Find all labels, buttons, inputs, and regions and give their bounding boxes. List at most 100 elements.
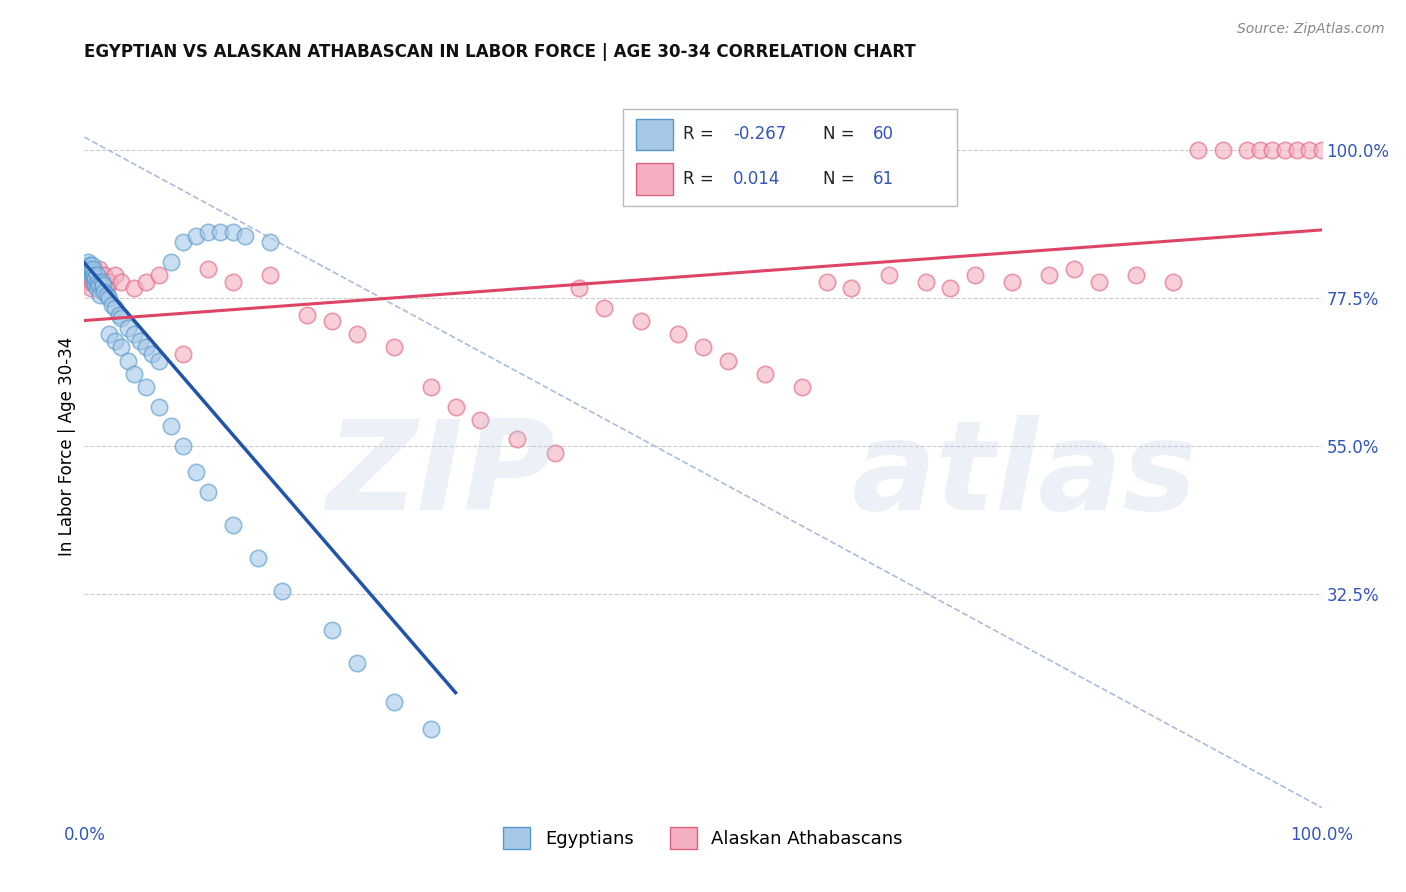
- Point: [135, 380, 157, 394]
- Point: [104, 268, 127, 282]
- Point: [1161, 275, 1184, 289]
- Point: [104, 334, 127, 348]
- Point: [172, 439, 194, 453]
- Point: [222, 226, 245, 240]
- Point: [197, 485, 219, 500]
- Point: [110, 275, 132, 289]
- Point: [184, 228, 207, 243]
- Point: [117, 320, 139, 334]
- Point: [91, 277, 114, 292]
- Point: [79, 281, 101, 295]
- Point: [96, 281, 118, 295]
- Point: [197, 226, 219, 240]
- Point: [98, 275, 121, 289]
- Point: [1236, 143, 1258, 157]
- Point: [1063, 261, 1085, 276]
- Point: [382, 340, 405, 354]
- Point: [939, 281, 962, 295]
- Point: [86, 281, 108, 295]
- Point: [815, 275, 838, 289]
- Point: [104, 301, 127, 315]
- Point: [135, 340, 157, 354]
- Point: [382, 695, 405, 709]
- Point: [630, 314, 652, 328]
- Text: atlas: atlas: [852, 416, 1198, 536]
- Point: [1187, 143, 1209, 157]
- Point: [77, 275, 100, 289]
- Point: [83, 275, 105, 289]
- Point: [568, 281, 591, 295]
- Point: [79, 261, 101, 276]
- Point: [98, 291, 121, 305]
- Y-axis label: In Labor Force | Age 30-34: In Labor Force | Age 30-34: [58, 336, 76, 556]
- Point: [83, 261, 105, 276]
- Point: [543, 445, 565, 459]
- Point: [98, 327, 121, 342]
- Point: [82, 268, 104, 282]
- Point: [122, 281, 145, 295]
- Point: [717, 353, 740, 368]
- Point: [1285, 143, 1308, 157]
- Point: [84, 277, 107, 292]
- Text: ZIP: ZIP: [326, 416, 554, 536]
- Point: [1249, 143, 1271, 157]
- Point: [259, 268, 281, 282]
- Point: [1261, 143, 1284, 157]
- Point: [172, 347, 194, 361]
- Point: [79, 261, 101, 276]
- Point: [877, 268, 900, 282]
- Point: [790, 380, 813, 394]
- Point: [1001, 275, 1024, 289]
- Point: [110, 310, 132, 325]
- Point: [84, 271, 107, 285]
- Point: [93, 268, 115, 282]
- Point: [82, 261, 104, 276]
- Point: [117, 353, 139, 368]
- Legend: Egyptians, Alaskan Athabascans: Egyptians, Alaskan Athabascans: [496, 820, 910, 856]
- Point: [110, 340, 132, 354]
- Point: [1212, 143, 1234, 157]
- Point: [197, 261, 219, 276]
- Text: EGYPTIAN VS ALASKAN ATHABASCAN IN LABOR FORCE | AGE 30-34 CORRELATION CHART: EGYPTIAN VS ALASKAN ATHABASCAN IN LABOR …: [84, 44, 917, 62]
- Point: [122, 367, 145, 381]
- Point: [90, 275, 112, 289]
- Point: [84, 275, 107, 289]
- Point: [89, 261, 111, 276]
- Point: [129, 334, 152, 348]
- Point: [160, 255, 183, 269]
- Point: [914, 275, 936, 289]
- Point: [160, 419, 183, 434]
- Point: [86, 268, 108, 282]
- Point: [295, 308, 318, 322]
- Point: [1125, 268, 1147, 282]
- Point: [209, 226, 232, 240]
- Point: [83, 268, 105, 282]
- Point: [76, 261, 98, 276]
- Point: [87, 275, 110, 289]
- Point: [692, 340, 714, 354]
- Point: [593, 301, 616, 315]
- Point: [80, 268, 103, 282]
- Point: [148, 268, 170, 282]
- Point: [148, 353, 170, 368]
- Point: [346, 327, 368, 342]
- Point: [346, 656, 368, 670]
- Point: [135, 275, 157, 289]
- Point: [1274, 143, 1296, 157]
- Point: [666, 327, 689, 342]
- Point: [79, 258, 101, 272]
- Point: [108, 308, 131, 322]
- Point: [419, 380, 441, 394]
- Point: [1310, 143, 1333, 157]
- Point: [89, 277, 111, 292]
- Point: [222, 517, 245, 532]
- Point: [86, 268, 108, 282]
- Point: [79, 265, 101, 279]
- Point: [122, 327, 145, 342]
- Point: [89, 288, 111, 302]
- Point: [506, 433, 529, 447]
- Point: [100, 298, 122, 312]
- Point: [184, 465, 207, 479]
- Point: [141, 347, 163, 361]
- Point: [1088, 275, 1111, 289]
